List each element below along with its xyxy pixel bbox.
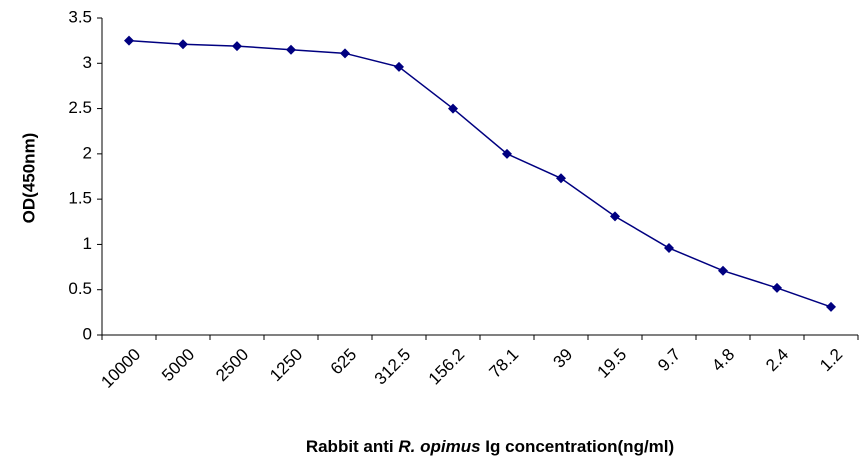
data-point [556, 173, 566, 184]
x-axis-label-part: Rabbit anti [306, 437, 399, 456]
y-tick-label: 0.5 [68, 279, 92, 298]
x-tick-label: 1.2 [816, 345, 846, 375]
x-tick-label: 19.5 [593, 345, 630, 382]
data-point [718, 265, 728, 276]
data-point [124, 35, 134, 46]
y-tick-label: 0 [83, 324, 92, 343]
x-tick-label: 5000 [158, 345, 198, 385]
data-point [610, 211, 620, 222]
x-tick-label: 1250 [266, 345, 306, 385]
x-tick-label: 2500 [212, 345, 252, 385]
y-tick-label: 2.5 [68, 98, 92, 117]
data-point [286, 44, 296, 55]
y-tick-label: 3 [83, 53, 92, 72]
data-point [826, 301, 836, 312]
x-axis-label-part: R. opimus [398, 437, 480, 456]
y-tick-label: 2 [83, 143, 92, 162]
data-point [394, 61, 404, 72]
series-line [128, 39, 832, 308]
x-tick-label: 39 [549, 345, 576, 372]
data-point [448, 103, 458, 114]
data-point [502, 148, 512, 159]
y-axis-label: OD(450nm) [19, 133, 38, 224]
x-tick-label: 625 [327, 345, 360, 378]
x-tick-label: 78.1 [485, 345, 522, 382]
y-tick-label: 1 [83, 234, 92, 253]
x-axis-label-part: Ig concentration(ng/ml) [481, 437, 675, 456]
x-tick-label: 10000 [97, 345, 144, 392]
y-tick-label: 1.5 [68, 189, 92, 208]
data-point [340, 48, 350, 59]
data-point [664, 243, 674, 254]
x-tick-label: 312.5 [371, 345, 415, 389]
x-tick-label: 4.8 [708, 345, 738, 375]
y-tick-label: 3.5 [68, 7, 92, 26]
data-point [178, 39, 188, 50]
x-tick-label: 2.4 [762, 345, 792, 375]
data-point [232, 41, 242, 52]
x-tick-label: 9.7 [654, 345, 684, 375]
x-axis-label: Rabbit anti R. opimus Ig concentration(n… [306, 437, 674, 456]
data-point [772, 282, 782, 293]
x-tick-label: 156.2 [425, 345, 469, 389]
